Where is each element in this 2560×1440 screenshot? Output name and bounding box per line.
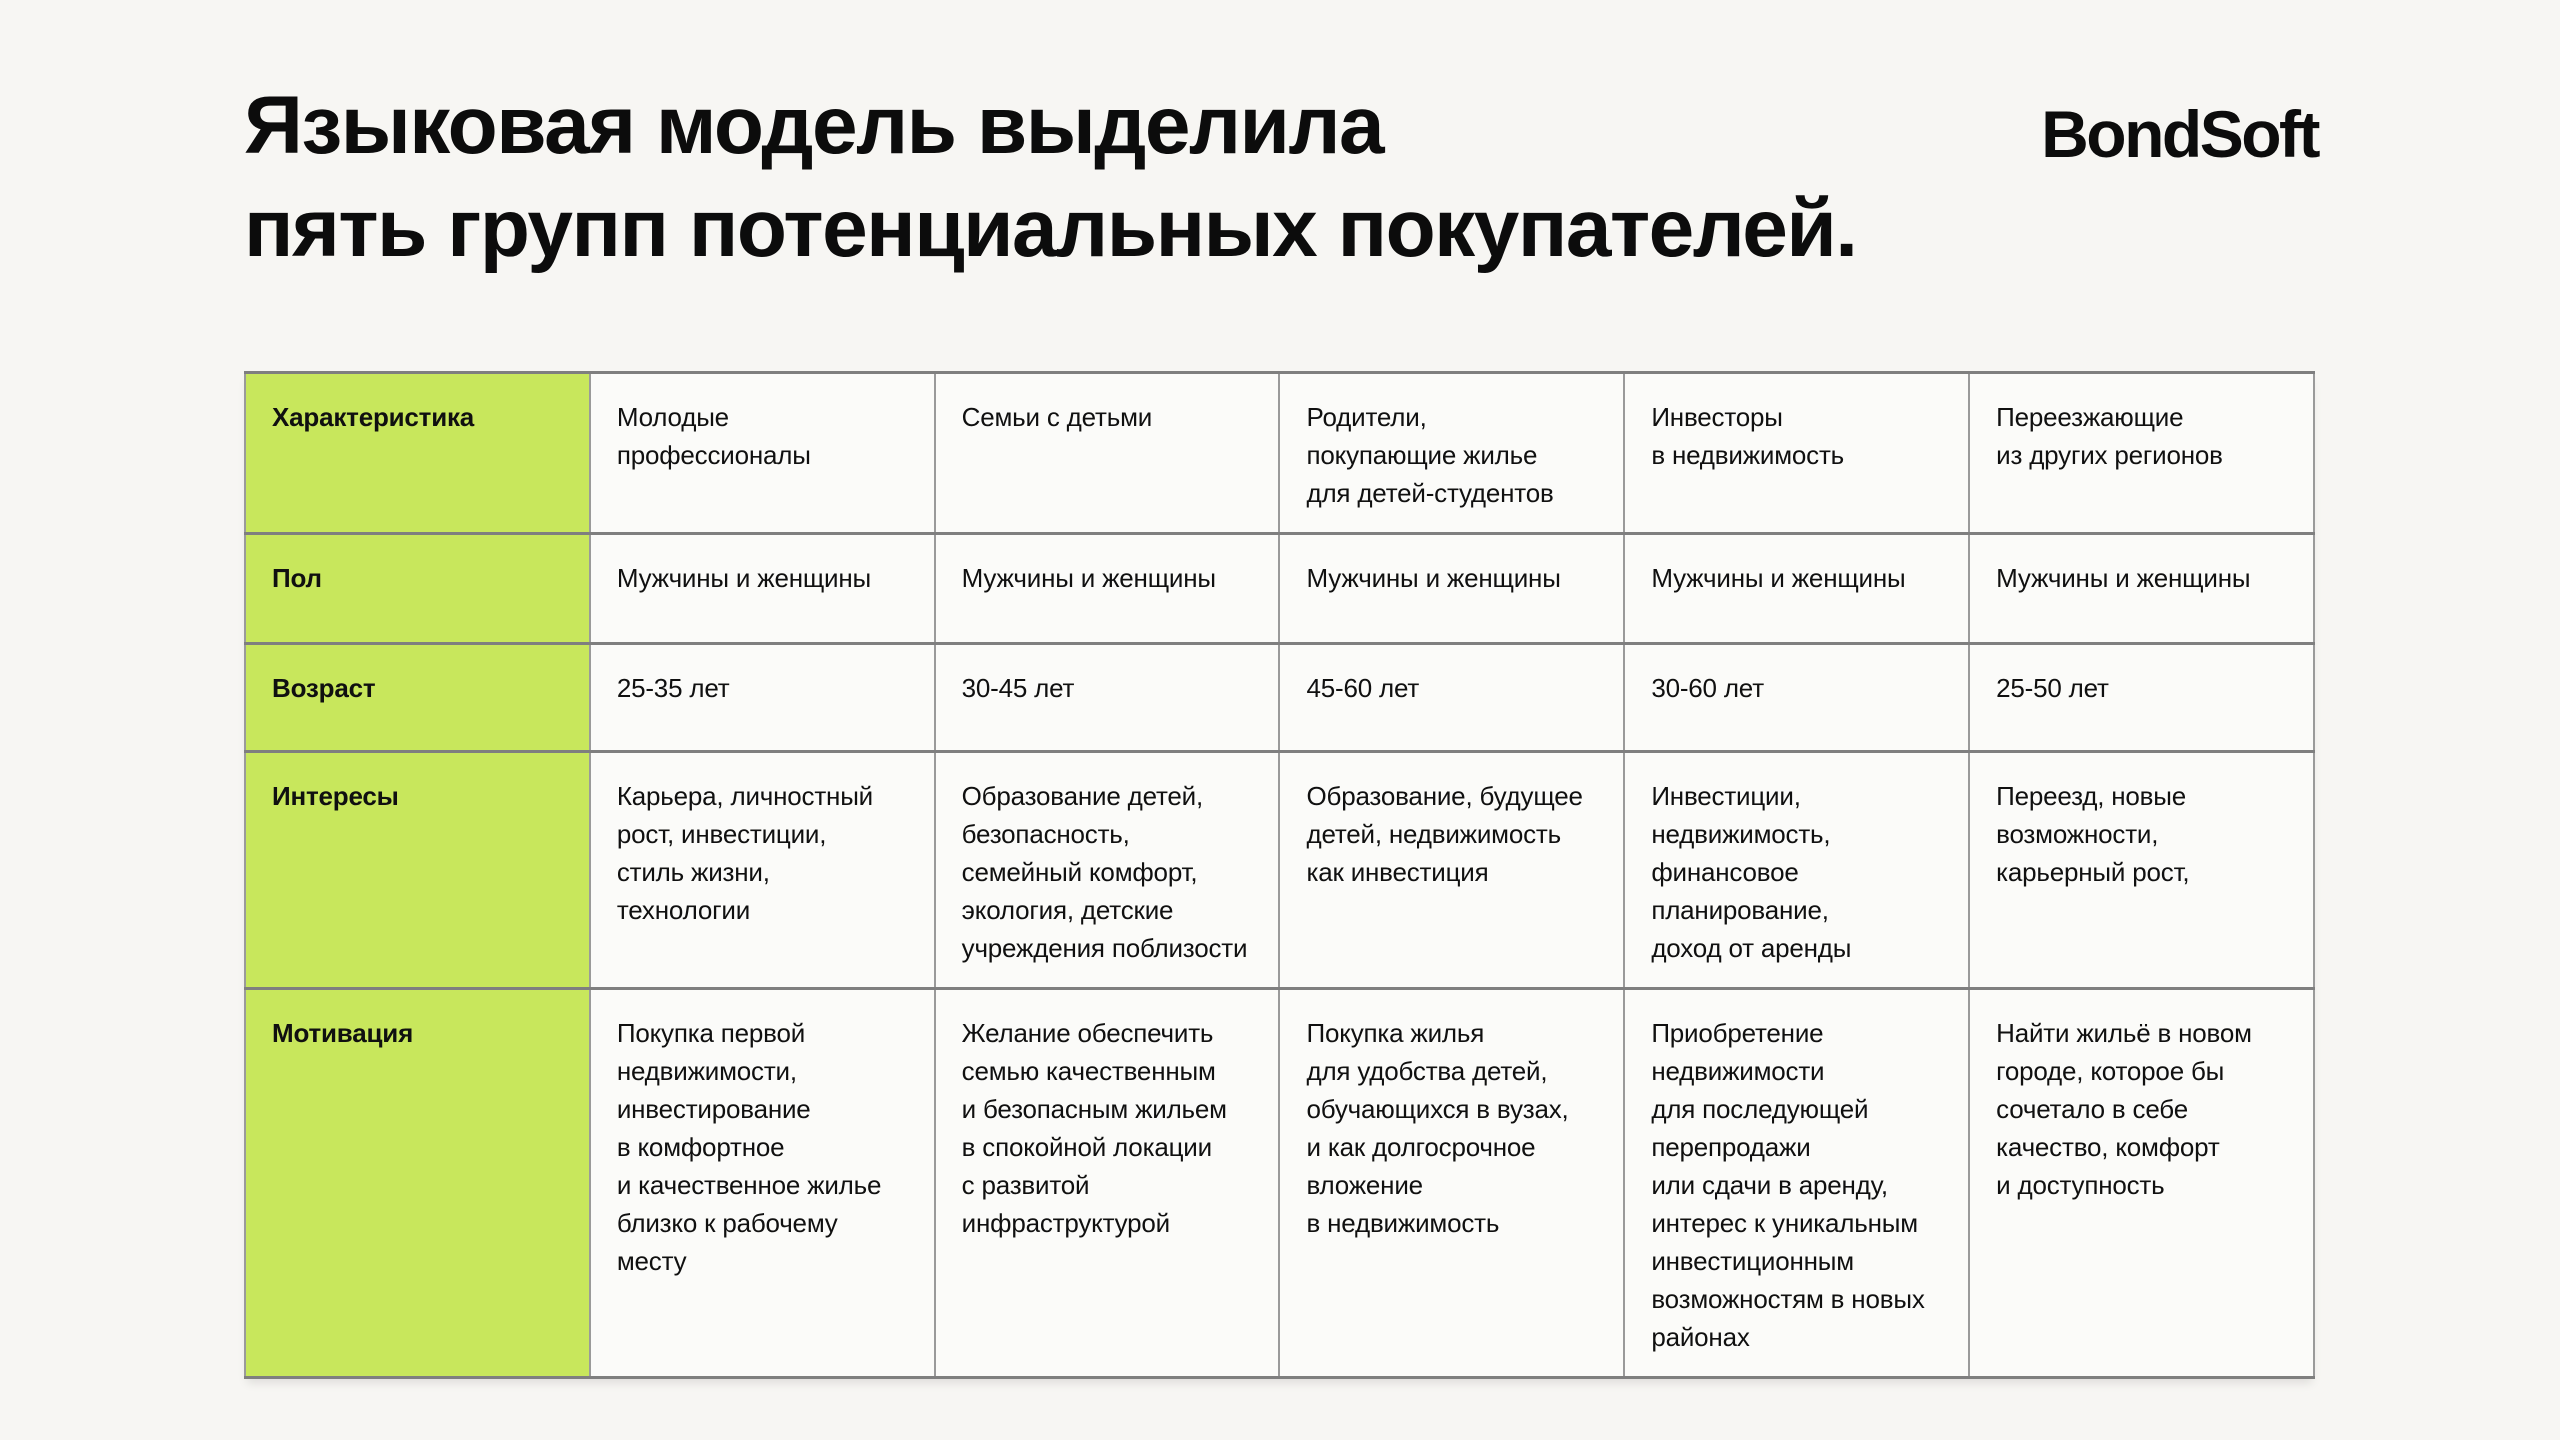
motivation-cell: Покупка первой недвижимости, инвестирова… bbox=[588, 987, 936, 1379]
interests-cell: Образование, будущее детей, недвижимость… bbox=[1278, 750, 1626, 990]
interests-cell: Карьера, личностный рост, инвестиции, ст… bbox=[588, 750, 936, 990]
table-row-motivation: Мотивация Покупка первой недвижимости, и… bbox=[244, 987, 2315, 1379]
row-label-age: Возраст bbox=[244, 642, 591, 753]
table-row-age: Возраст 25-35 лет 30-45 лет 45-60 лет 30… bbox=[244, 642, 2315, 753]
group-header-relocators: Переезжающие из других регионов bbox=[1968, 371, 2315, 535]
gender-cell: Мужчины и женщины bbox=[933, 532, 1281, 645]
gender-cell: Мужчины и женщины bbox=[588, 532, 936, 645]
gender-cell: Мужчины и женщины bbox=[1278, 532, 1626, 645]
row-label-interests: Интересы bbox=[244, 750, 591, 990]
table-header-row: Характеристика Молодые профессионалы Сем… bbox=[244, 371, 2315, 535]
table-row-interests: Интересы Карьера, личностный рост, инвес… bbox=[244, 750, 2315, 990]
motivation-cell: Найти жильё в новом городе, которое бы с… bbox=[1968, 987, 2315, 1379]
group-header-families-with-children: Семьи с детьми bbox=[933, 371, 1281, 535]
age-cell: 45-60 лет bbox=[1278, 642, 1626, 753]
interests-cell: Переезд, новые возможности, карьерный ро… bbox=[1968, 750, 2315, 990]
page-title-line-1: Языковая модель выделила bbox=[244, 80, 1385, 171]
age-cell: 30-60 лет bbox=[1623, 642, 1971, 753]
corner-header-cell: Характеристика bbox=[244, 371, 591, 535]
interests-cell: Образование детей, безопасность, семейны… bbox=[933, 750, 1281, 990]
table-row-gender: Пол Мужчины и женщины Мужчины и женщины … bbox=[244, 532, 2315, 645]
group-header-parents-of-students: Родители, покупающие жилье для детей-сту… bbox=[1278, 371, 1626, 535]
age-cell: 25-50 лет bbox=[1968, 642, 2315, 753]
interests-cell: Инвестиции, недвижимость, финансовое пла… bbox=[1623, 750, 1971, 990]
age-cell: 30-45 лет bbox=[933, 642, 1281, 753]
group-header-young-professionals: Молодые профессионалы bbox=[588, 371, 936, 535]
page-title: Языковая модель выделила пять групп поте… bbox=[244, 74, 1858, 280]
motivation-cell: Желание обеспечить семью качественным и … bbox=[933, 987, 1281, 1379]
row-label-gender: Пол bbox=[244, 532, 591, 645]
motivation-cell: Покупка жилья для удобства детей, обучаю… bbox=[1278, 987, 1626, 1379]
row-label-motivation: Мотивация bbox=[244, 987, 591, 1379]
page-title-line-2: пять групп потенциальных покупателей. bbox=[244, 183, 1858, 274]
gender-cell: Мужчины и женщины bbox=[1968, 532, 2315, 645]
buyer-groups-table: Характеристика Молодые профессионалы Сем… bbox=[244, 371, 2315, 1379]
group-header-real-estate-investors: Инвесторы в недвижимость bbox=[1623, 371, 1971, 535]
bondsoft-logo: BondSoft bbox=[2041, 97, 2320, 171]
motivation-cell: Приобретение недвижимости для последующе… bbox=[1623, 987, 1971, 1379]
gender-cell: Мужчины и женщины bbox=[1623, 532, 1971, 645]
age-cell: 25-35 лет bbox=[588, 642, 936, 753]
